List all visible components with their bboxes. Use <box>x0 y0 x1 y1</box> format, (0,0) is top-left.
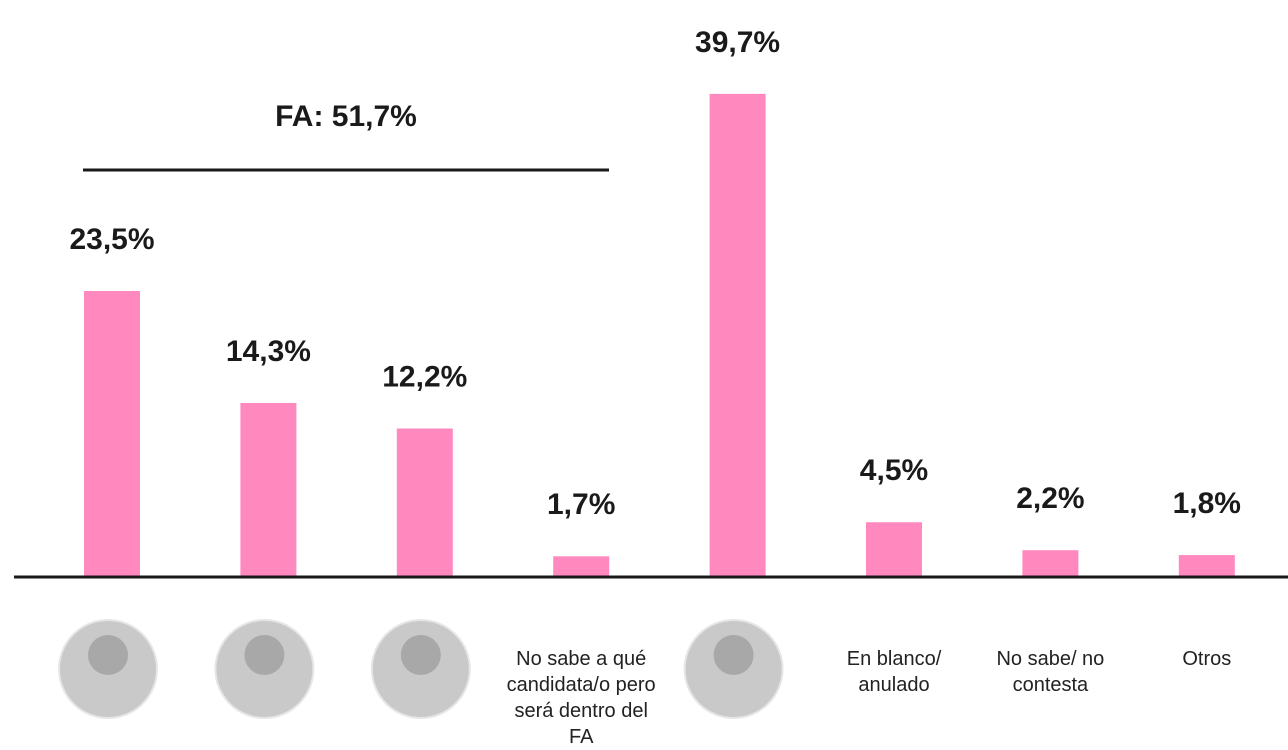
bar <box>397 429 453 577</box>
candidate-photo-head <box>401 635 441 675</box>
candidate-photo-head <box>88 635 128 675</box>
bar <box>710 94 766 577</box>
value-label: 2,2% <box>1016 482 1084 515</box>
chart: FA: 51,7% 23,5% 14,3% 12,2% 1,7% 39,7% 4,5% 2,… <box>0 0 1288 740</box>
bar <box>1022 550 1078 577</box>
bar <box>866 522 922 577</box>
x-tick-label: No sabe/ no contesta <box>970 646 1130 698</box>
candidate-photo-head <box>714 635 754 675</box>
value-label: 14,3% <box>226 335 311 368</box>
value-label: 1,7% <box>547 488 615 521</box>
bar <box>240 403 296 577</box>
page: {"chart_data": {"type": "bar", "annotati… <box>0 0 1288 740</box>
value-label: 4,5% <box>860 454 928 487</box>
x-tick-label: En blanco/ anulado <box>814 646 974 698</box>
bar <box>1179 555 1235 577</box>
x-tick-label: No sabe a qué candidata/o pero será dent… <box>506 646 656 750</box>
bar <box>84 291 140 577</box>
value-label: 1,8% <box>1173 487 1241 520</box>
candidate-photo-head <box>244 635 284 675</box>
value-label: 23,5% <box>69 223 154 256</box>
x-tick-label: Otros <box>1127 646 1287 672</box>
bar <box>553 556 609 577</box>
value-label: 39,7% <box>695 26 780 59</box>
group-annotation: FA: 51,7% <box>275 100 417 133</box>
value-label: 12,2% <box>382 360 467 393</box>
